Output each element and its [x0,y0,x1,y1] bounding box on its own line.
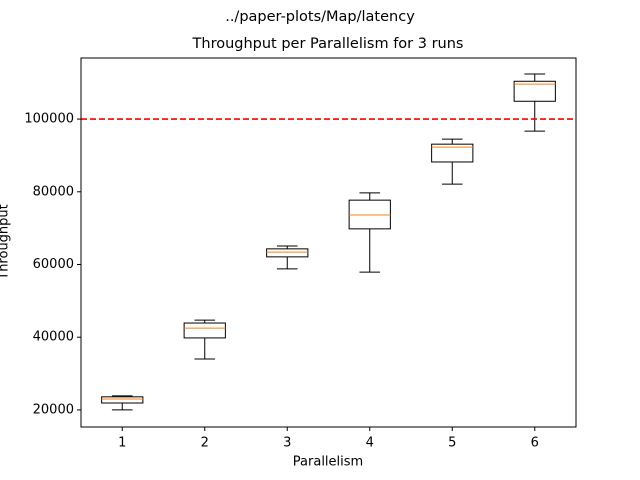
y-tick-label: 60000 [33,257,74,272]
box [431,143,474,163]
y-tick-label: 40000 [33,330,74,345]
x-tick-label: 6 [531,436,539,451]
box [348,199,391,230]
x-tick-label: 4 [366,436,374,451]
plot-frame [80,57,577,428]
x-tick-label: 2 [201,436,209,451]
suptitle: ../paper-plots/Map/latency [225,9,415,25]
y-tick-label: 80000 [33,184,74,199]
box [101,396,144,404]
box [183,322,226,339]
x-tick-label: 1 [118,436,126,451]
y-axis-label: Throughput [0,204,12,281]
y-tick-label: 20000 [33,402,74,417]
x-tick-label: 5 [448,436,456,451]
chart-title: Throughput per Parallelism for 3 runs [192,36,464,52]
x-axis-label: Parallelism [293,455,363,470]
box [266,248,309,258]
x-tick-label: 3 [283,436,291,451]
box [513,80,556,102]
y-tick-label: 100000 [24,112,74,127]
